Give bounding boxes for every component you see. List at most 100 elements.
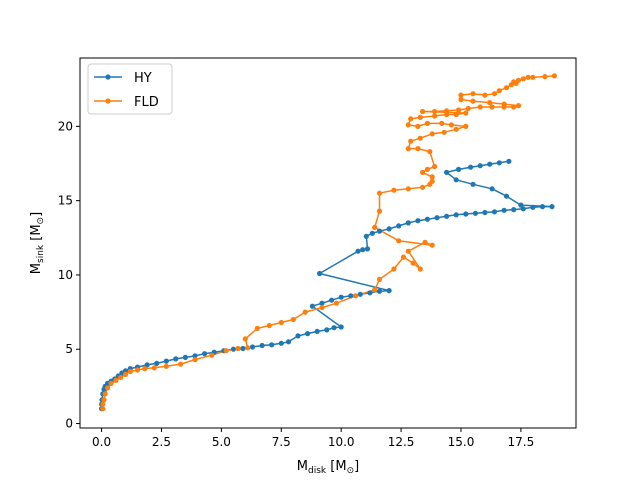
data-point-fld bbox=[511, 79, 517, 85]
data-point-fld bbox=[444, 108, 450, 114]
data-point-hy bbox=[357, 291, 363, 297]
data-point-hy bbox=[491, 209, 498, 215]
data-point-hy bbox=[240, 345, 246, 352]
data-point-hy bbox=[324, 327, 330, 333]
data-point-fld bbox=[142, 366, 148, 372]
data-point-hy bbox=[415, 218, 421, 224]
y-axis-label: Msink [M⊙] bbox=[29, 212, 46, 274]
data-point-fld bbox=[235, 345, 241, 352]
data-point-fld bbox=[408, 138, 414, 144]
data-point-fld bbox=[417, 114, 423, 120]
data-point-hy bbox=[506, 158, 512, 164]
data-point-fld bbox=[178, 361, 184, 367]
data-point-fld bbox=[530, 74, 536, 80]
data-point-hy bbox=[329, 297, 335, 303]
data-point-hy bbox=[122, 368, 129, 374]
data-point-hy bbox=[309, 303, 315, 309]
legend-entry-fld: FLD bbox=[94, 95, 159, 110]
data-point-hy bbox=[154, 360, 160, 366]
data-point-fld bbox=[333, 300, 339, 306]
data-point-hy bbox=[202, 351, 208, 357]
data-point-fld bbox=[456, 107, 462, 113]
data-point-fld bbox=[415, 146, 421, 152]
data-point-fld bbox=[102, 391, 108, 397]
data-point-hy bbox=[367, 290, 373, 296]
data-point-hy bbox=[405, 220, 411, 226]
data-point-hy bbox=[453, 177, 459, 183]
data-point-fld bbox=[420, 169, 426, 175]
series-points-fld bbox=[100, 73, 558, 412]
data-point-fld bbox=[405, 186, 411, 192]
data-point-fld bbox=[477, 104, 483, 110]
data-point-hy bbox=[434, 215, 440, 221]
data-point-hy bbox=[489, 186, 495, 192]
data-point-fld bbox=[122, 371, 129, 378]
data-point-fld bbox=[465, 105, 471, 112]
data-point-fld bbox=[441, 129, 447, 135]
data-point-fld bbox=[376, 276, 383, 282]
data-point-hy bbox=[331, 325, 337, 331]
data-point-fld bbox=[108, 380, 114, 386]
data-point-hy bbox=[182, 354, 188, 360]
legend-box bbox=[87, 63, 173, 115]
data-point-fld bbox=[429, 178, 435, 184]
data-point-hy bbox=[477, 163, 483, 169]
data-point-hy bbox=[173, 356, 179, 362]
data-point-fld bbox=[192, 357, 198, 363]
data-point-hy bbox=[518, 202, 524, 208]
data-point-hy bbox=[259, 342, 265, 349]
data-point-fld bbox=[391, 187, 397, 193]
data-point-fld bbox=[496, 88, 502, 94]
data-point-hy bbox=[363, 233, 369, 239]
data-point-hy bbox=[386, 288, 392, 294]
data-point-fld bbox=[151, 365, 157, 371]
data-point-hy bbox=[468, 164, 474, 170]
data-point-hy bbox=[355, 248, 361, 254]
data-point-fld bbox=[302, 309, 308, 315]
data-point-fld bbox=[209, 352, 215, 358]
data-point-fld bbox=[405, 146, 411, 152]
data-point-fld bbox=[448, 122, 454, 128]
data-point-hy bbox=[482, 209, 488, 216]
data-point-hy bbox=[360, 247, 366, 253]
data-point-hy bbox=[520, 206, 526, 212]
data-point-fld bbox=[458, 92, 464, 98]
data-point-fld bbox=[105, 385, 111, 391]
y-axis-ticks: 0 5 10 15 20 bbox=[58, 119, 80, 431]
data-point-fld bbox=[408, 116, 414, 122]
data-point-hy bbox=[364, 246, 371, 252]
legend-label-hy: HY bbox=[134, 71, 152, 86]
data-point-hy bbox=[278, 340, 284, 346]
y-tick-label: 20 bbox=[58, 119, 73, 133]
data-point-hy bbox=[472, 210, 478, 216]
data-point-hy bbox=[319, 300, 325, 306]
data-point-fld bbox=[391, 266, 397, 272]
data-point-fld bbox=[410, 260, 416, 266]
data-point-fld bbox=[470, 91, 476, 97]
data-point-fld bbox=[424, 166, 430, 172]
data-point-hy bbox=[463, 211, 469, 217]
data-point-fld bbox=[458, 97, 464, 103]
axes-frame bbox=[79, 57, 577, 429]
data-point-fld bbox=[417, 135, 423, 141]
data-point-fld bbox=[420, 108, 426, 115]
data-point-hy bbox=[295, 333, 301, 339]
data-point-hy bbox=[163, 358, 169, 364]
data-point-hy bbox=[539, 204, 546, 210]
data-point-hy bbox=[503, 193, 510, 199]
data-point-fld bbox=[415, 123, 421, 129]
data-point-fld bbox=[487, 100, 493, 106]
x-tick-label: 2.5 bbox=[152, 435, 171, 449]
data-point-hy bbox=[530, 204, 536, 210]
data-point-hy bbox=[369, 230, 375, 236]
data-point-fld bbox=[396, 238, 402, 244]
data-point-fld bbox=[444, 111, 450, 118]
data-point-hy bbox=[376, 228, 383, 234]
data-point-hy bbox=[338, 324, 344, 330]
data-point-fld bbox=[453, 126, 459, 132]
data-point-fld bbox=[489, 104, 495, 110]
data-point-fld bbox=[163, 363, 169, 369]
data-point-fld bbox=[266, 322, 272, 329]
data-point-fld bbox=[551, 73, 558, 79]
data-point-fld bbox=[245, 345, 251, 351]
